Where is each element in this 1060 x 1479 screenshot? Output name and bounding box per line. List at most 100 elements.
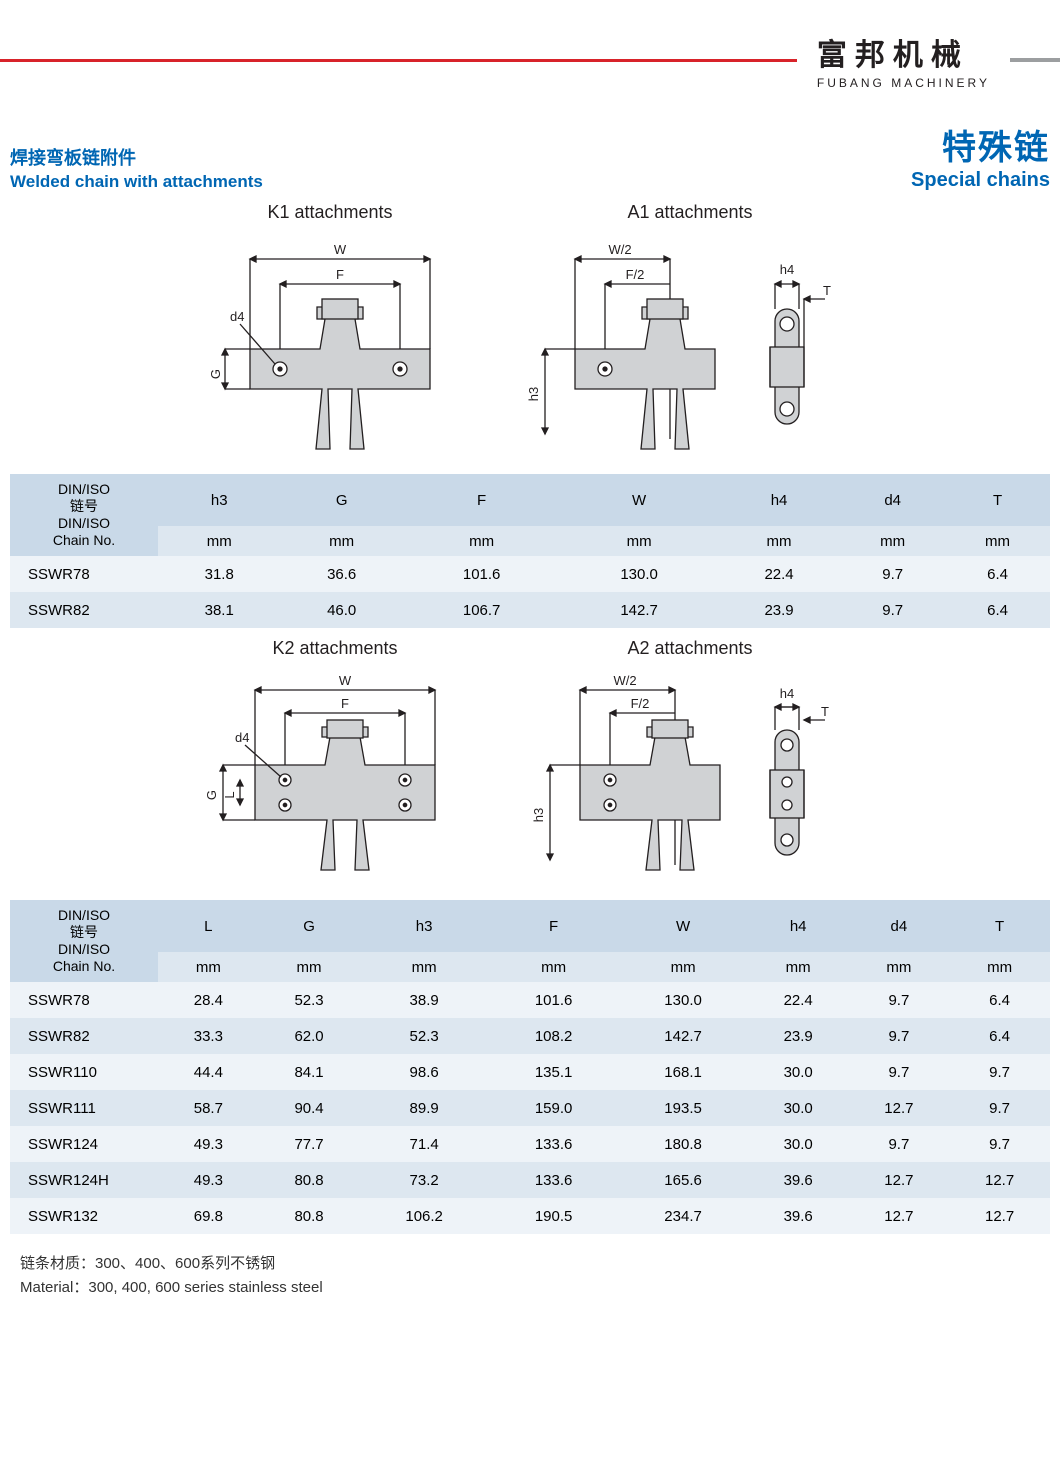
diagram-row-2: K2 attachments W F [0,638,1060,890]
svg-text:h3: h3 [526,387,541,401]
unit: mm [748,952,849,982]
svg-text:F: F [341,696,349,711]
svg-text:T: T [823,283,831,298]
cell: 165.6 [618,1162,747,1198]
svg-text:h3: h3 [531,808,546,822]
table-row: SSWR124H 49.380.873.2133.6165.639.612.71… [10,1162,1050,1198]
k2-diagram: W F d4 G [205,665,465,890]
col-g: G [280,474,402,526]
brand-box: 富邦机械 FUBANG MACHINERY [797,30,1010,90]
cell: SSWR111 [10,1090,158,1126]
cell: 80.8 [259,1162,360,1198]
a1-diagram: W/2 F/2 h3 [520,229,860,464]
cell: 33.3 [158,1018,259,1054]
svg-text:W/2: W/2 [608,242,631,257]
cell: 9.7 [949,1090,1050,1126]
svg-text:G: G [205,790,219,800]
cell: 84.1 [259,1054,360,1090]
table-row: SSWR78 31.8 36.6 101.6 130.0 22.4 9.7 6.… [10,556,1050,592]
cell: 9.7 [849,1126,950,1162]
brand-name-en: FUBANG MACHINERY [817,76,990,90]
svg-text:F: F [336,267,344,282]
cell: 180.8 [618,1126,747,1162]
col-d4: d4 [840,474,945,526]
svg-text:W: W [334,242,347,257]
unit: mm [280,526,402,556]
k1-diagram: W F d4 [200,229,460,464]
cell: 52.3 [359,1018,488,1054]
unit: mm [618,952,747,982]
cell: 12.7 [949,1198,1050,1234]
svg-text:d4: d4 [230,309,244,324]
table-row: SSWR132 69.880.8106.2190.5234.739.612.71… [10,1198,1050,1234]
unit: mm [158,526,280,556]
cell: 234.7 [618,1198,747,1234]
section-title-cn: 焊接弯板链附件 [10,144,263,170]
k2-label: K2 attachments [205,638,465,659]
cell: 12.7 [849,1162,950,1198]
category-title-en: Special chains [911,169,1050,192]
cell: 12.7 [949,1162,1050,1198]
cell: 6.4 [949,1018,1050,1054]
svg-text:h4: h4 [780,686,794,701]
cell: 90.4 [259,1090,360,1126]
unit: mm [259,952,360,982]
a2-diagram: W/2 F/2 h3 [525,665,855,890]
spec-table-2: DIN/ISO链号DIN/ISOChain No. L G h3 F W h4 … [10,900,1050,1234]
unit: mm [945,526,1050,556]
brand-name-cn: 富邦机械 [817,30,990,74]
cell: 142.7 [560,592,717,628]
cell: 58.7 [158,1090,259,1126]
table-row: SSWR124 49.377.771.4133.6180.830.09.79.7 [10,1126,1050,1162]
svg-text:G: G [208,369,223,379]
svg-text:W/2: W/2 [613,673,636,688]
header-bar: 富邦机械 FUBANG MACHINERY [0,30,1060,90]
k1-label: K1 attachments [200,202,460,223]
unit: mm [840,526,945,556]
diagram-row-1: K1 attachments W F [0,202,1060,464]
col-h4: h4 [718,474,840,526]
cell: 77.7 [259,1126,360,1162]
material-note: 链条材质：300、400、600系列不锈钢 Material：300, 400,… [0,1244,1060,1340]
table-row: SSWR78 28.452.338.9101.6130.022.49.76.4 [10,982,1050,1018]
cell: 80.8 [259,1198,360,1234]
cell: 62.0 [259,1018,360,1054]
col-f: F [403,474,560,526]
cell: 31.8 [158,556,280,592]
cell: 71.4 [359,1126,488,1162]
cell: 46.0 [280,592,402,628]
cell: 9.7 [840,556,945,592]
cell: 22.4 [748,982,849,1018]
cell: 73.2 [359,1162,488,1198]
cell: 12.7 [849,1090,950,1126]
header-gray-stub [1010,58,1060,62]
unit: mm [849,952,950,982]
table-row: SSWR110 44.484.198.6135.1168.130.09.79.7 [10,1054,1050,1090]
cell: 44.4 [158,1054,259,1090]
cell: 193.5 [618,1090,747,1126]
cell: 9.7 [849,982,950,1018]
col-t: T [945,474,1050,526]
cell: 9.7 [849,1018,950,1054]
cell: SSWR78 [10,982,158,1018]
cell: SSWR124H [10,1162,158,1198]
table-unit-row: mm mm mm mm mm mm mm mm [10,952,1050,982]
col-f: F [489,900,618,952]
cell: 39.6 [748,1162,849,1198]
cell: 133.6 [489,1126,618,1162]
cell: 39.6 [748,1198,849,1234]
cell: 9.7 [949,1126,1050,1162]
cell: 89.9 [359,1090,488,1126]
cell: 133.6 [489,1162,618,1198]
cell: 52.3 [259,982,360,1018]
cell: 190.5 [489,1198,618,1234]
cell: 130.0 [618,982,747,1018]
svg-text:F/2: F/2 [626,267,645,282]
cell: 38.9 [359,982,488,1018]
section-title-en: Welded chain with attachments [10,172,263,192]
svg-text:L: L [222,791,237,798]
col-chain-no: DIN/ISO链号DIN/ISOChain No. [10,474,158,556]
cell: 38.1 [158,592,280,628]
cell: SSWR82 [10,1018,158,1054]
table-unit-row: mm mm mm mm mm mm mm [10,526,1050,556]
